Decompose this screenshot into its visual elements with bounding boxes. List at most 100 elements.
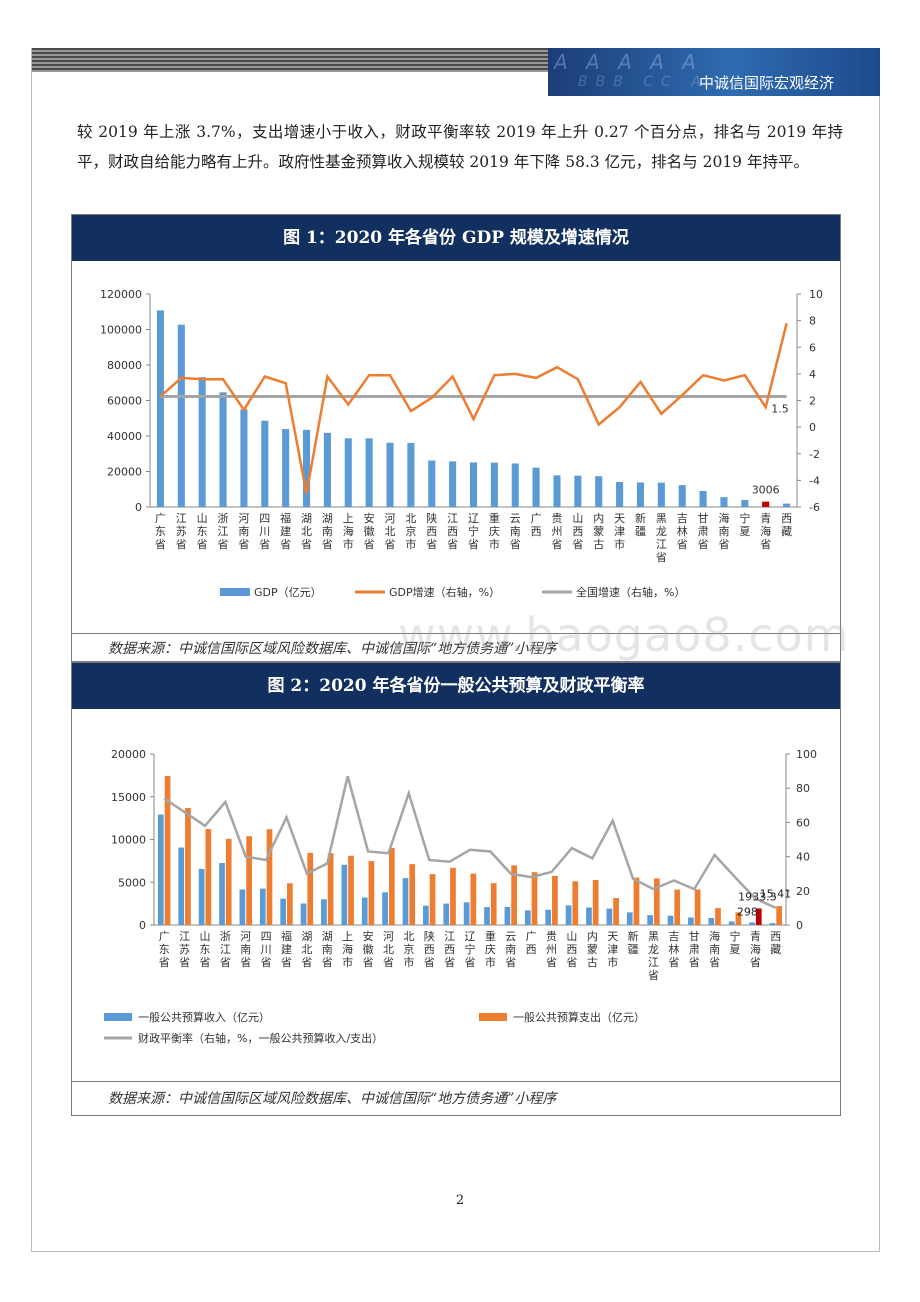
- category-label: 新疆: [628, 929, 639, 956]
- revenue-bar: [586, 907, 592, 925]
- left-tick-label: 120000: [100, 288, 142, 301]
- gdp-bar: [699, 490, 707, 507]
- right-tick-label: -4: [809, 474, 820, 487]
- expenditure-bar: [266, 829, 273, 925]
- revenue-bar: [728, 921, 735, 925]
- category-label: 广东省: [159, 930, 170, 969]
- category-label: 山东省: [197, 512, 208, 551]
- category-label: 河南省: [240, 930, 251, 969]
- revenue-bar: [219, 863, 225, 925]
- category-label: 黑龙江省: [656, 512, 667, 564]
- figure-2-title: 图 2：2020 年各省份一般公共预算及财政平衡率: [72, 663, 840, 709]
- legend-label-ratio: 财政平衡率（右轴，%，一般公共预算收入/支出）: [138, 1031, 383, 1045]
- expenditure-bar: [552, 875, 558, 925]
- expenditure-bar: [185, 808, 191, 925]
- expenditure-bar: [429, 874, 436, 925]
- left-tick-label: 100000: [100, 324, 142, 337]
- expenditure-bar: [735, 912, 742, 925]
- expenditure-bar: [205, 828, 212, 925]
- revenue-bar: [565, 905, 572, 925]
- category-label: 黑龙江省: [648, 930, 659, 982]
- header-brand-banner: A A A A A BBB CC A 中诚信国际宏观经济: [548, 48, 880, 96]
- category-label: 西藏: [770, 930, 781, 956]
- revenue-bar: [423, 905, 429, 925]
- revenue-bar: [259, 888, 266, 925]
- gdp-bar: [574, 475, 582, 507]
- category-label: 福建省: [280, 511, 291, 551]
- revenue-bar: [667, 915, 674, 925]
- expenditure-bar: [715, 908, 721, 925]
- category-label: 宁夏: [739, 511, 750, 538]
- expenditure-bar: [592, 879, 599, 925]
- category-label: 广西: [526, 930, 537, 956]
- gdp-bar: [783, 503, 791, 507]
- data-label-qinghai-ratio: 15.41: [760, 888, 792, 901]
- expenditure-bar: [694, 889, 701, 925]
- revenue-bar: [321, 899, 327, 925]
- gdp-growth-line: [159, 322, 788, 494]
- category-label: 甘肃省: [698, 512, 709, 551]
- expenditure-bar: [490, 883, 497, 925]
- revenue-bar: [504, 906, 511, 925]
- category-label: 河南省: [238, 512, 249, 551]
- revenue-bar: [341, 864, 348, 925]
- category-label: 浙江省: [220, 930, 231, 969]
- left-tick-label: 20000: [111, 748, 146, 761]
- gdp-bar: [678, 485, 686, 507]
- right-tick-label: 0: [796, 919, 803, 932]
- legend-swatch-expenditure: [479, 1013, 507, 1021]
- category-label: 山西省: [572, 512, 583, 551]
- data-label-qinghai-expenditure: 1933.3: [738, 890, 777, 903]
- right-tick-label: 40: [796, 851, 810, 864]
- category-label: 重庆市: [485, 929, 496, 969]
- category-label: 湖北省: [301, 930, 312, 969]
- gdp-bar: [720, 497, 728, 507]
- revenue-bar: [524, 910, 531, 925]
- category-label: 辽宁省: [465, 930, 476, 969]
- category-label: 山东省: [199, 930, 210, 969]
- category-label: 甘肃省: [689, 930, 700, 969]
- category-label: 海南省: [709, 929, 720, 969]
- left-tick-label: 15000: [111, 791, 146, 804]
- revenue-bar: [178, 847, 185, 925]
- revenue-bar: [157, 814, 164, 925]
- left-tick-label: 0: [139, 919, 146, 932]
- right-tick-label: 6: [809, 341, 816, 354]
- category-label: 浙江省: [218, 512, 229, 551]
- gdp-bar: [762, 501, 770, 507]
- left-tick-label: 80000: [107, 359, 142, 372]
- category-label: 福建省: [281, 929, 292, 969]
- category-label: 青海省: [750, 930, 761, 969]
- legend-label-expenditure: 一般公共预算支出（亿元）: [513, 1010, 645, 1024]
- gdp-bar: [511, 463, 519, 507]
- revenue-bar: [484, 907, 490, 925]
- legend-swatch-gdp: [220, 588, 250, 596]
- expenditure-bar: [674, 889, 681, 925]
- data-label-national: 1.5: [771, 403, 789, 416]
- right-tick-label: 10: [809, 288, 823, 301]
- category-label: 安徽省: [363, 929, 374, 969]
- right-tick-label: 0: [809, 421, 816, 434]
- gdp-bar: [282, 429, 290, 507]
- right-tick-label: 8: [809, 315, 816, 328]
- category-label: 陕西省: [426, 511, 437, 551]
- gdp-bar: [198, 377, 206, 507]
- revenue-bar: [626, 912, 633, 925]
- category-label: 云南省: [510, 512, 521, 551]
- figure-1-title: 图 1：2020 年各省份 GDP 规模及增速情况: [72, 215, 840, 261]
- figure-1-chart: 0 20000 40000 60000 80000 100000 120000 -6 -4 -2 0…: [100, 288, 823, 599]
- category-label: 内蒙古: [587, 929, 598, 969]
- category-label: 贵州省: [546, 930, 557, 969]
- category-label: 西藏: [781, 512, 792, 538]
- category-label: 天津市: [607, 930, 618, 969]
- data-label-qinghai-gdp: 3006: [752, 484, 780, 497]
- category-label: 云南省: [505, 930, 516, 969]
- gdp-bar: [657, 482, 665, 507]
- gdp-bar: [449, 461, 457, 507]
- category-label: 北京市: [405, 512, 416, 551]
- right-tick-label: 80: [796, 782, 810, 795]
- legend-label-revenue: 一般公共预算收入（亿元）: [138, 1010, 270, 1024]
- expenditure-bar: [409, 864, 416, 925]
- gdp-bar: [261, 420, 269, 507]
- gdp-bar: [302, 429, 311, 507]
